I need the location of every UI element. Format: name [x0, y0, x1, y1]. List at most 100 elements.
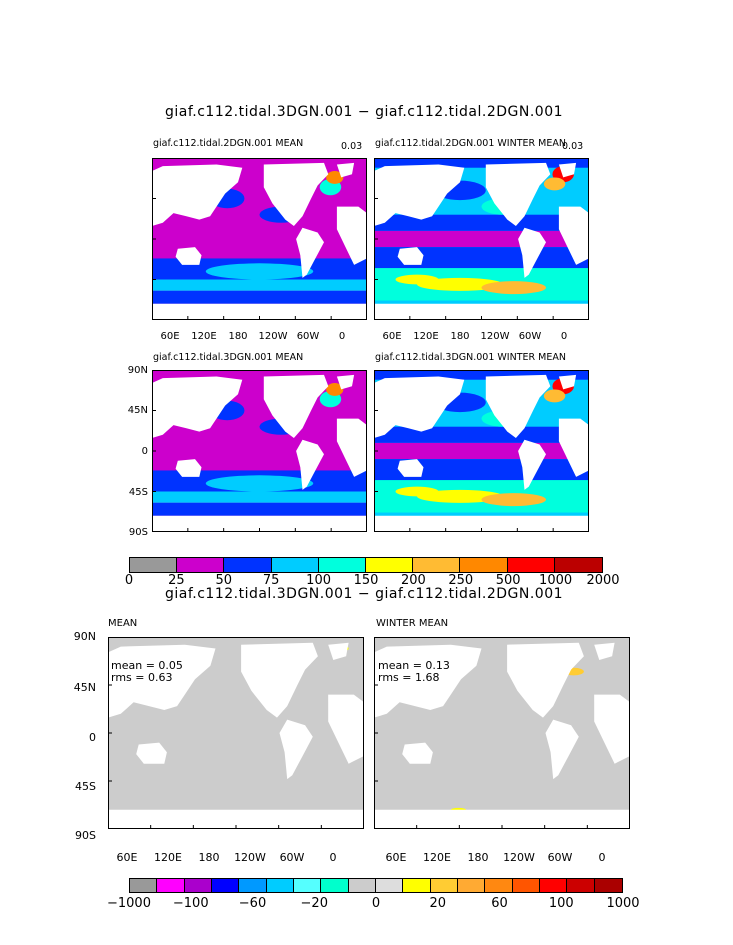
field-band	[152, 158, 367, 168]
colorbar-swatch	[507, 558, 555, 572]
land-mass	[485, 162, 551, 226]
land-mass	[594, 694, 630, 764]
top-figure-title: giaf.c112.tidal.3DGN.001 − giaf.c112.tid…	[165, 104, 564, 120]
lon-label: 60W	[547, 851, 573, 864]
colorbar-swatch	[403, 879, 431, 892]
land-mass	[518, 227, 546, 278]
colorbar-label: −60	[238, 896, 267, 911]
land-mass	[152, 303, 367, 320]
map-panel-2dgn-winter-mean	[374, 158, 589, 320]
lat-label: 0	[89, 731, 96, 744]
lat-label: 45S	[75, 780, 96, 793]
colorbar-swatch	[130, 879, 158, 892]
field-band	[152, 290, 367, 304]
colorbar-swatch	[130, 558, 178, 572]
colorbar-swatch	[157, 879, 185, 892]
land-mass	[374, 376, 465, 438]
colorbar-label: 0	[124, 573, 134, 588]
land-mass	[336, 374, 355, 390]
bottom-colorbar	[129, 878, 623, 893]
lon-label: 120E	[423, 851, 451, 864]
land-mass	[328, 642, 349, 660]
colorbar-label: −1000	[107, 896, 151, 911]
colorbar-label: −20	[300, 896, 328, 911]
colorbar-swatch	[266, 879, 294, 892]
land-mass	[558, 374, 577, 390]
lon-label: 0	[338, 331, 346, 342]
panel-corner-value: 0.03	[341, 141, 363, 152]
colorbar-swatch	[375, 879, 404, 892]
colorbar-label: 200	[400, 573, 426, 588]
lon-label: 180	[228, 331, 248, 342]
lon-label: 0	[598, 851, 606, 864]
field-band	[374, 370, 589, 380]
colorbar-swatch	[224, 558, 272, 572]
colorbar-swatch	[348, 879, 376, 892]
land-mass	[175, 459, 202, 477]
lon-label: 120W	[234, 851, 266, 864]
lat-label: 90S	[128, 527, 148, 538]
lon-label: 120E	[191, 331, 217, 342]
colorbar-swatch	[184, 879, 212, 892]
lon-label: 60W	[279, 851, 305, 864]
colorbar-label: 20	[429, 896, 447, 911]
field-patch	[205, 475, 314, 492]
land-mass	[558, 162, 577, 178]
stat-rms: rms = 1.68	[378, 671, 440, 684]
field-band	[152, 491, 367, 503]
bottom-figure-title: giaf.c112.tidal.3DGN.001 − giaf.c112.tid…	[165, 586, 564, 602]
panel-title-diff-winter-mean: WINTER MEAN	[376, 618, 449, 629]
field-patch	[543, 177, 566, 191]
colorbar-swatch	[430, 879, 458, 892]
map-panel-3dgn-winter-mean	[374, 370, 589, 532]
land-mass	[545, 719, 579, 780]
lon-label: 180	[450, 331, 470, 342]
colorbar-label: 60	[491, 896, 508, 911]
land-mass	[108, 809, 364, 829]
land-mass	[152, 515, 367, 532]
colorbar-label: 75	[262, 573, 280, 588]
panel-title-2dgn-mean: giaf.c112.tidal.2DGN.001 MEAN	[153, 138, 304, 149]
colorbar-label: 100	[548, 896, 574, 911]
colorbar-swatch	[413, 558, 461, 572]
colorbar-label: 50	[215, 573, 233, 588]
colorbar-label: 25	[168, 573, 185, 588]
land-mass	[374, 809, 630, 829]
land-mass	[108, 644, 216, 718]
lon-label: 120E	[413, 331, 439, 342]
field-patch	[395, 486, 439, 497]
lon-label: 60W	[296, 331, 320, 342]
colorbar-label: −100	[172, 896, 209, 911]
lat-label: 90S	[75, 829, 96, 842]
field-band	[374, 230, 589, 248]
colorbar-label: 500	[495, 573, 521, 588]
stat-mean: mean = 0.05	[111, 659, 183, 672]
colorbar-label: 1000	[606, 896, 640, 911]
colorbar-swatch	[321, 879, 349, 892]
colorbar-swatch	[211, 879, 240, 892]
lat-label: 45N	[73, 681, 96, 694]
map-panel-3dgn-mean	[152, 370, 367, 532]
lon-label: 180	[198, 851, 220, 864]
land-mass	[558, 418, 589, 477]
panel-title-diff-mean: MEAN	[108, 618, 138, 629]
field-patch	[326, 170, 344, 184]
field-band	[152, 502, 367, 516]
colorbar-label: 150	[353, 573, 379, 588]
colorbar-swatch	[366, 558, 414, 572]
lat-label: 90N	[127, 365, 148, 376]
land-mass	[175, 247, 202, 265]
colorbar-swatch	[318, 558, 367, 572]
land-mass	[374, 644, 482, 718]
map-panel-2dgn-mean	[152, 158, 367, 320]
land-mass	[507, 642, 584, 718]
land-mass	[485, 374, 551, 438]
colorbar-swatch	[485, 879, 513, 892]
lat-label: 90N	[73, 630, 96, 643]
colorbar-swatch	[177, 558, 225, 572]
land-mass	[397, 247, 424, 265]
field-band	[374, 158, 589, 168]
land-mass	[136, 742, 167, 764]
lon-label: 60E	[385, 851, 407, 864]
land-mass	[374, 164, 465, 226]
